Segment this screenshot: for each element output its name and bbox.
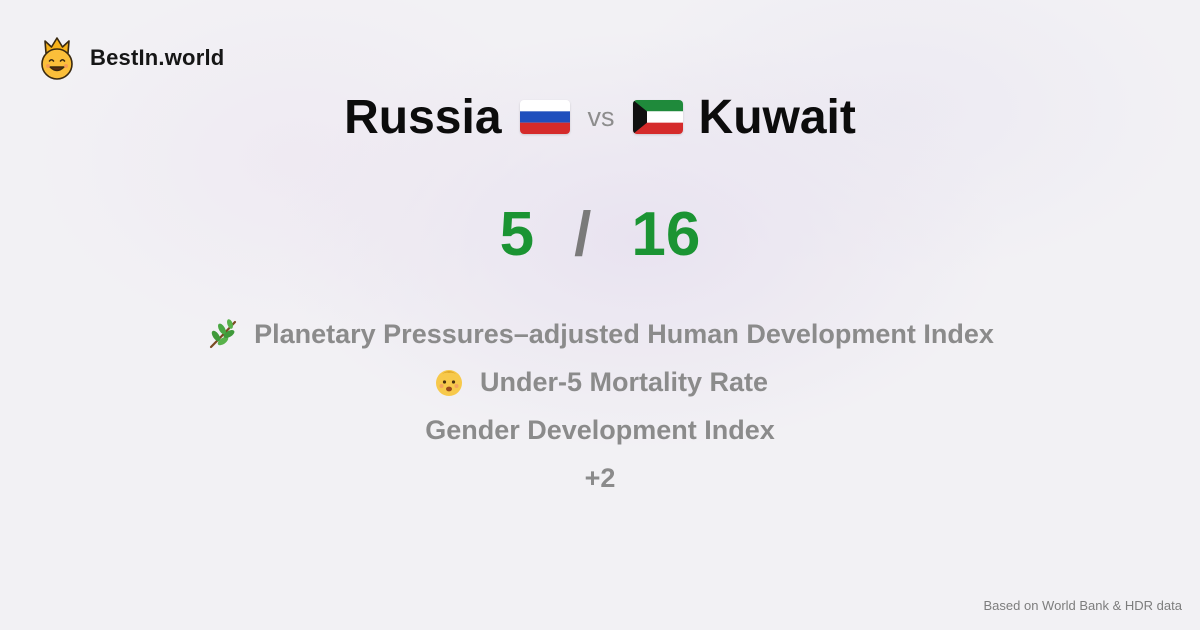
right-score: 16 bbox=[631, 199, 701, 269]
left-score: 5 bbox=[499, 199, 535, 269]
kuwait-flag-icon bbox=[632, 100, 683, 134]
metric-label: +2 bbox=[584, 462, 616, 493]
plant-branch-icon bbox=[210, 319, 237, 349]
metric-label: Gender Development Index bbox=[425, 414, 775, 445]
left-country-name: Russia bbox=[344, 90, 502, 144]
metrics-list: Planetary Pressures–adjusted Human Devel… bbox=[0, 310, 1200, 502]
metric-label: Planetary Pressures–adjusted Human Devel… bbox=[254, 318, 994, 349]
metric-item[interactable]: Planetary Pressures–adjusted Human Devel… bbox=[0, 310, 1200, 358]
score-separator: / bbox=[574, 199, 592, 269]
crown-smiley-icon bbox=[41, 37, 73, 80]
more-metrics-count[interactable]: +2 bbox=[0, 454, 1200, 502]
vs-label: vs bbox=[587, 101, 615, 132]
right-country-name: Kuwait bbox=[698, 90, 856, 144]
metric-item[interactable]: Gender Development Index bbox=[0, 406, 1200, 454]
baby-face-icon bbox=[435, 370, 462, 396]
brand[interactable]: BestIn.world bbox=[38, 36, 224, 80]
metric-label: Under-5 Mortality Rate bbox=[479, 366, 769, 397]
brand-name: BestIn.world bbox=[90, 45, 225, 70]
russia-flag-icon bbox=[519, 100, 570, 134]
data-source-note: Based on World Bank & HDR data bbox=[983, 598, 1182, 613]
score-display: 5 / 16 bbox=[0, 194, 1200, 274]
metric-item[interactable]: Under-5 Mortality Rate bbox=[0, 358, 1200, 406]
comparison-title: Russia vs Kuwait bbox=[0, 82, 1200, 152]
